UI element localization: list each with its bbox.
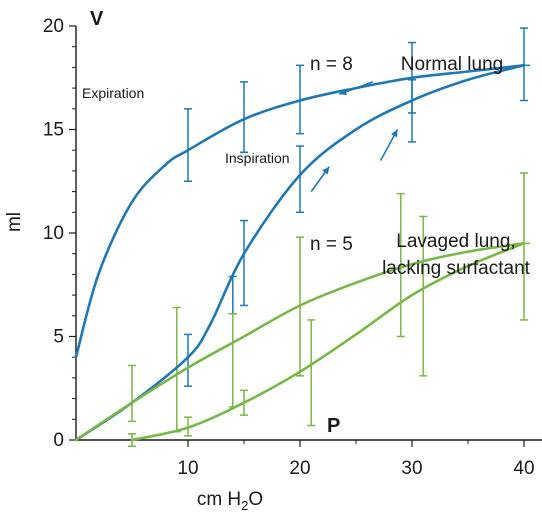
x-axis-title: cm H2O <box>197 489 263 513</box>
lavaged-n-label: n = 5 <box>310 234 353 255</box>
x-tick-label-10: 10 <box>177 458 198 479</box>
lavaged-lung-label-line2: lacking surfactant <box>382 258 531 279</box>
x-tick-label-20: 20 <box>289 458 310 479</box>
normal-lung-label: Normal lung <box>401 54 503 75</box>
y-tick-label-15: 15 <box>43 120 64 141</box>
x-axis-title-subscript: 2 <box>241 498 248 513</box>
axes: 10 20 30 40 0 5 10 15 20 <box>43 16 542 479</box>
lavaged-inspiration-curve <box>130 242 526 442</box>
y-axis-letter: V <box>90 8 104 30</box>
inspiration-label: Inspiration <box>225 150 290 166</box>
labels: V P ml cm H2O Expiration Inspiration n =… <box>4 8 531 513</box>
normal-n-label: n = 8 <box>310 54 353 75</box>
y-tick-label-5: 5 <box>53 327 64 348</box>
y-axis-title: ml <box>4 212 25 232</box>
lavaged-lung-label-line1: Lavaged lung, <box>396 231 515 252</box>
y-tick-label-10: 10 <box>43 223 64 244</box>
y-tick-label-0: 0 <box>53 430 64 451</box>
lavaged-expiration-curve <box>74 242 526 442</box>
expiration-label: Expiration <box>82 85 144 101</box>
inspiration-arrow-lower-head <box>322 166 330 175</box>
y-tick-label-20: 20 <box>43 16 64 37</box>
x-tick-label-30: 30 <box>401 458 422 479</box>
direction-arrows <box>310 81 399 193</box>
x-axis-letter: P <box>327 415 340 437</box>
normal-expiration-curve <box>74 64 526 359</box>
normal-inspiration-curve <box>74 64 526 442</box>
x-axis-title-suffix: O <box>248 489 263 510</box>
x-tick-label-40: 40 <box>513 458 534 479</box>
x-axis-title-prefix: cm H <box>197 489 241 510</box>
curves <box>74 64 530 442</box>
inspiration-arrow-upper-head <box>391 129 398 138</box>
expiration-arrow-head <box>339 88 347 96</box>
